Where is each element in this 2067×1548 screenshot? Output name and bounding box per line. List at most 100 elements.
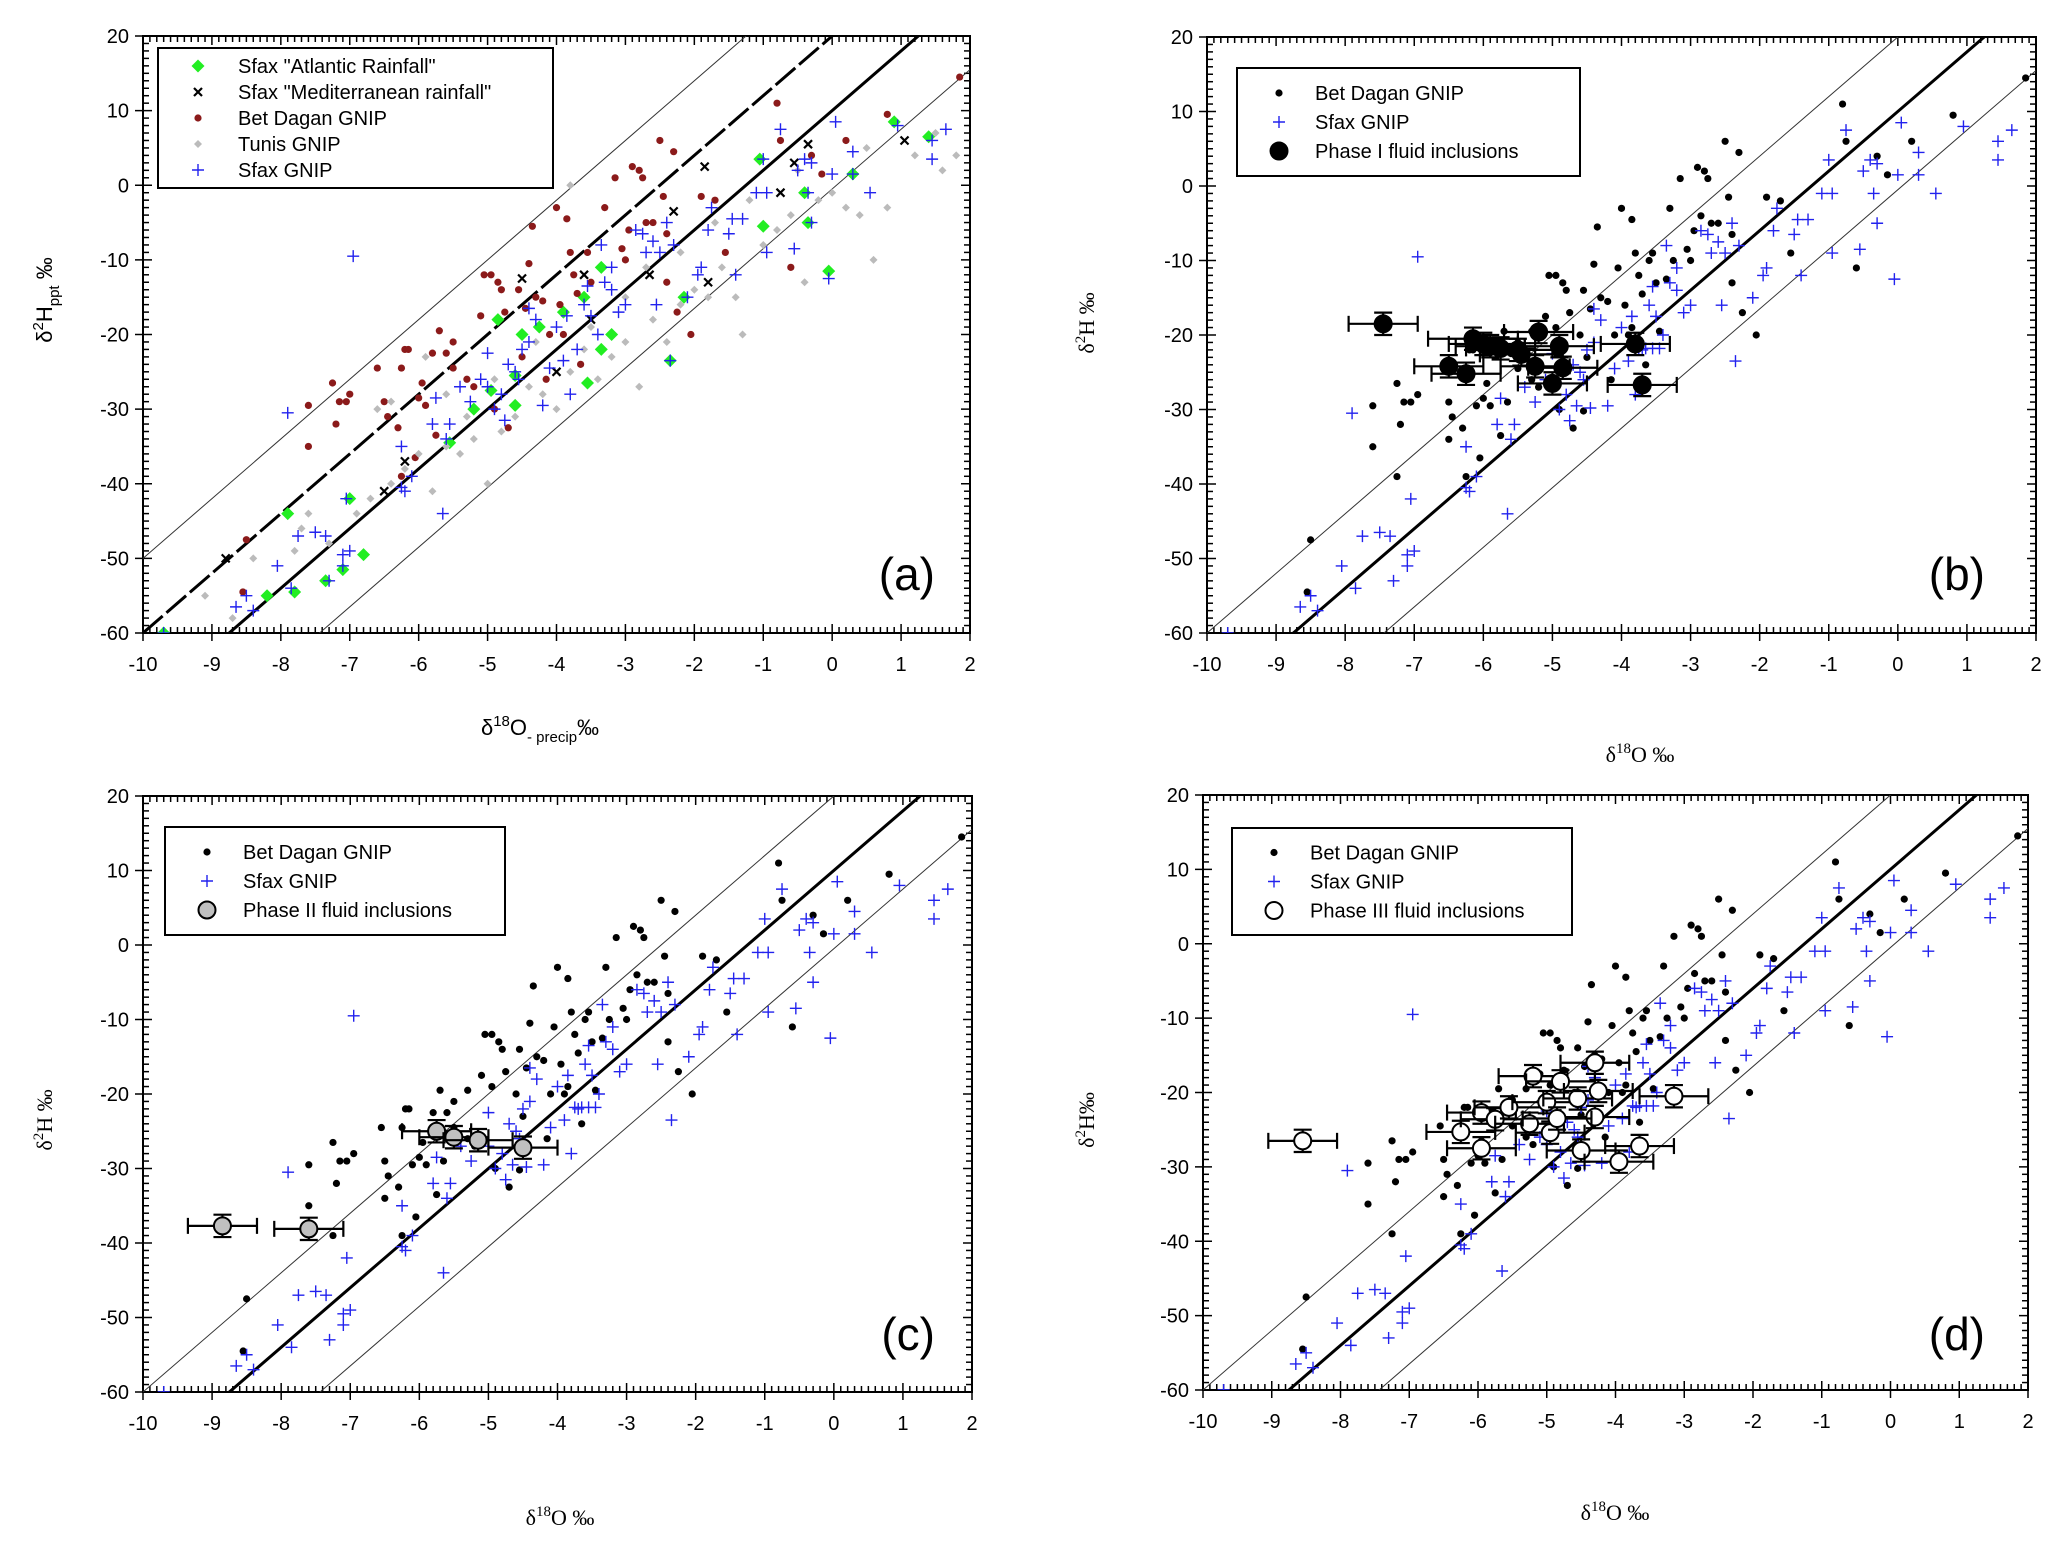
data-point: [760, 246, 773, 259]
legend-label: Bet Dagan GNIP: [243, 842, 392, 864]
data-point: [636, 227, 649, 240]
data-point: [893, 879, 906, 892]
data-point: [1677, 1003, 1685, 1011]
data-point: [1529, 396, 1542, 409]
data-point: [556, 301, 564, 309]
data-point: [498, 414, 511, 427]
legend-marker-icon: [203, 848, 211, 856]
line-upper-bound: [1207, 37, 1899, 633]
data-point: [642, 263, 651, 272]
data-point: [736, 212, 749, 225]
x-tick-label: 0: [827, 654, 838, 676]
data-point: [1664, 1086, 1684, 1106]
legend-marker-icon: [197, 900, 217, 920]
data-point: [1646, 280, 1659, 293]
data-point: [800, 278, 809, 287]
y-tick-label: -60: [100, 1382, 129, 1404]
data-point: [1529, 1140, 1537, 1149]
data-point: [442, 390, 451, 399]
data-point: [546, 1090, 555, 1098]
data-point: [1707, 219, 1715, 227]
data-point: [583, 248, 592, 257]
legend-label: Sfax GNIP: [1315, 112, 1409, 134]
data-point: [398, 485, 411, 498]
data-point: [281, 406, 294, 419]
line-lower-bound: [1383, 70, 2036, 633]
data-point: [1393, 379, 1401, 388]
data-point: [803, 946, 816, 959]
panel-c: -10 -9 -8 -7 -6 -5 -4 -3 -2 -1 0 1 2-60-50-40-30-20-…: [31, 786, 978, 1530]
data-point: [1718, 951, 1726, 959]
data-point: [1656, 1033, 1664, 1041]
data-point: [552, 405, 561, 414]
y-tick-label: 0: [1182, 176, 1193, 198]
data-point: [443, 1109, 451, 1117]
data-point: [723, 1008, 731, 1016]
x-tick-label: -8: [272, 654, 290, 676]
data-point: [1470, 1211, 1479, 1219]
data-point: [1388, 1230, 1396, 1238]
data-point: [480, 271, 488, 279]
legend-item: Sfax GNIP: [201, 871, 337, 893]
data-point: [510, 1125, 523, 1138]
x-tick-label: 1: [896, 654, 907, 676]
data-point: [1587, 981, 1596, 989]
data-point: [474, 373, 487, 386]
legend: Sfax "Atlantic Rainfall" Sfax "Mediterran…: [157, 47, 554, 189]
data-point: [1458, 1242, 1471, 1255]
data-point: [805, 216, 818, 229]
data-point: [395, 440, 408, 453]
data-point: [481, 347, 494, 360]
data-point: [1453, 1181, 1461, 1190]
y-tick-label: 10: [1171, 102, 1193, 124]
data-point: [786, 211, 795, 220]
data-point: [1832, 881, 1845, 894]
x-tick-label: 1: [897, 1413, 908, 1435]
data-point: [536, 399, 549, 412]
data-point: [620, 1058, 633, 1071]
data-point: [377, 1123, 385, 1132]
data-point: [706, 961, 719, 974]
data-point: [491, 313, 505, 327]
data-point: [1867, 187, 1880, 200]
data-point: [426, 418, 439, 431]
series-phase-i-fluid-inclusions: [1347, 311, 1678, 398]
data-point: [681, 291, 694, 304]
data-point: [320, 1289, 333, 1302]
data-point: [1657, 1034, 1670, 1047]
data-point: [260, 589, 274, 603]
data-point: [1289, 1357, 1302, 1370]
data-point: [1984, 893, 1997, 906]
reference-lines: [1203, 795, 2028, 1390]
data-point: [1640, 1038, 1653, 1051]
data-point: [1635, 1118, 1644, 1126]
data-point: [635, 166, 643, 174]
data-point: [1476, 454, 1484, 462]
data-point: [1697, 932, 1706, 940]
x-tick-label: -1: [1820, 654, 1838, 676]
data-point: [636, 926, 645, 934]
data-point: [2005, 124, 2018, 137]
data-point: [399, 1244, 412, 1257]
data-point: [1489, 1149, 1502, 1162]
x-tick-label: -2: [685, 654, 703, 676]
x-tick-label: -9: [203, 1413, 221, 1435]
data-point: [1648, 249, 1657, 257]
legend-item: Tunis GNIP: [194, 134, 341, 156]
data-point: [501, 308, 509, 316]
data-point: [494, 278, 502, 286]
data-point: [1997, 881, 2010, 894]
data-point: [488, 1030, 496, 1038]
data-point: [1574, 1044, 1582, 1052]
y-tick-label: -50: [1164, 549, 1193, 571]
data-point: [676, 300, 685, 309]
data-point: [789, 1002, 802, 1015]
data-point: [1992, 135, 2004, 148]
data-point: [512, 373, 525, 386]
data-point: [1396, 1305, 1409, 1318]
data-point: [793, 924, 806, 937]
data-point: [704, 293, 713, 302]
data-point: [1650, 310, 1663, 323]
data-point: [329, 1138, 337, 1147]
data-point: [607, 352, 616, 361]
